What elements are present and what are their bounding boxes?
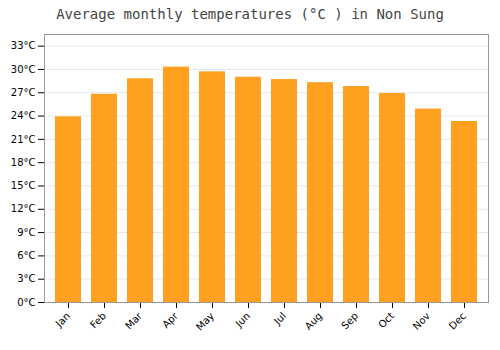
svg-text:Aug: Aug — [303, 310, 325, 332]
svg-text:Feb: Feb — [88, 310, 108, 330]
svg-text:Dec: Dec — [447, 310, 468, 331]
svg-text:Oct: Oct — [376, 310, 396, 330]
svg-text:Nov: Nov — [411, 310, 433, 332]
svg-text:9°C: 9°C — [17, 227, 35, 238]
svg-text:Jun: Jun — [233, 310, 253, 330]
svg-text:Apr: Apr — [160, 310, 181, 331]
html-text:Average monthly temperatures (: Average monthly temperatures (°C ) in No… — [56, 6, 444, 22]
svg-text:0°C: 0°C — [17, 297, 35, 308]
svg-text:6°C: 6°C — [17, 250, 35, 261]
svg-text:3°C: 3°C — [17, 273, 35, 284]
svg-text:Jul: Jul — [271, 310, 288, 327]
svg-text:21°C: 21°C — [11, 134, 36, 145]
svg-text:27°C: 27°C — [11, 87, 36, 98]
svg-text:33°C: 33°C — [11, 40, 36, 51]
svg-text:Sep: Sep — [339, 310, 360, 331]
svg-text:12°C: 12°C — [11, 203, 36, 214]
svg-text:24°C: 24°C — [11, 110, 36, 121]
svg-text:Jan: Jan — [53, 310, 72, 329]
svg-text:18°C: 18°C — [11, 157, 36, 168]
svg-text:15°C: 15°C — [11, 180, 36, 191]
svg-text:May: May — [194, 310, 216, 332]
svg-text:30°C: 30°C — [11, 64, 36, 75]
svg-text:Mar: Mar — [123, 310, 145, 332]
